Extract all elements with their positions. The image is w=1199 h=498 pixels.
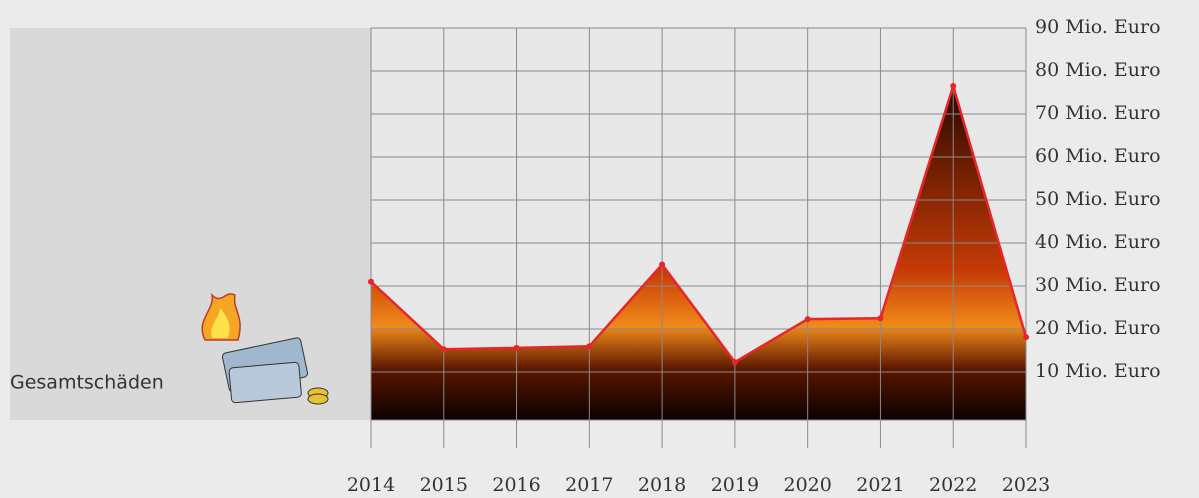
y-tick-label: 70 Mio. Euro: [1035, 102, 1161, 124]
x-tick-label: 2020: [783, 474, 831, 496]
y-tick-label: 10 Mio. Euro: [1035, 360, 1161, 382]
point: [877, 315, 884, 322]
line: [370, 81, 1028, 364]
y-tick-label: 20 Mio. Euro: [1035, 317, 1161, 339]
point: [1023, 334, 1029, 341]
x-tick-label: 2021: [856, 474, 904, 496]
x-tick-label: 2019: [711, 474, 759, 496]
x-tick-label: 2022: [929, 474, 977, 496]
x-tick-label: 2023: [1002, 474, 1050, 496]
x-tick-label: 2018: [638, 474, 686, 496]
burning-money-icon: [201, 292, 329, 405]
point: [731, 359, 738, 366]
point: [950, 83, 957, 90]
point: [586, 343, 593, 350]
x-tick-label: 2014: [347, 474, 395, 496]
y-tick-label: 30 Mio. Euro: [1035, 274, 1161, 296]
y-tick-label: 80 Mio. Euro: [1035, 59, 1161, 81]
area: [371, 86, 1026, 421]
label-panel: [10, 28, 371, 420]
series-label: Gesamtschäden: [10, 372, 164, 394]
point: [804, 316, 811, 323]
y-tick-label: 50 Mio. Euro: [1035, 188, 1161, 210]
area-layer: [371, 86, 1026, 421]
point: [368, 278, 374, 285]
x-tick-label: 2016: [492, 474, 540, 496]
x-tick-label: 2017: [565, 474, 613, 496]
y-tick-label: 90 Mio. Euro: [1035, 16, 1161, 38]
y-tick-label: 60 Mio. Euro: [1035, 145, 1161, 167]
point: [659, 261, 666, 268]
grid-layer: [370, 27, 1027, 448]
y-tick-label: 40 Mio. Euro: [1035, 231, 1161, 253]
point: [513, 344, 520, 351]
x-tick-label: 2015: [420, 474, 468, 496]
point: [440, 346, 447, 353]
